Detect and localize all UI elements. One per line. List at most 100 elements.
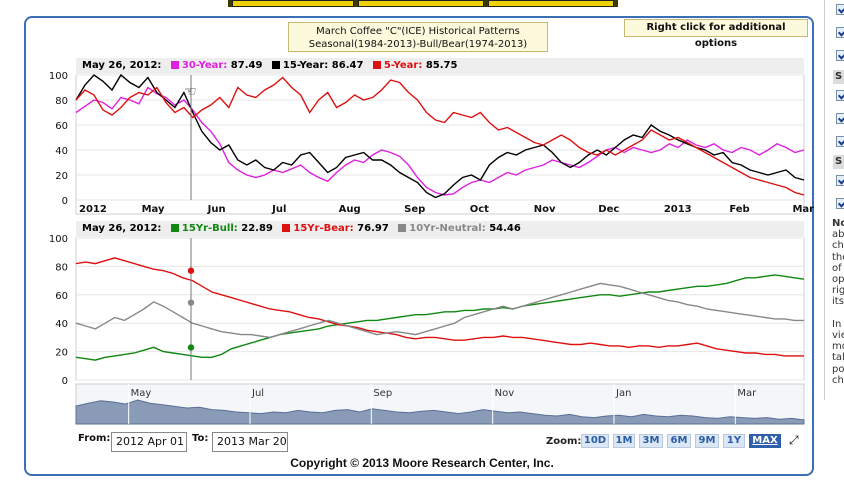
notes-line: of (832, 262, 842, 274)
zoom-button-10d[interactable]: 10D (581, 434, 609, 448)
zoom-button-max[interactable]: MAX (749, 434, 781, 448)
to-date-input[interactable]: 2013 Mar 20 (212, 432, 288, 452)
notes-line: vie (832, 330, 844, 342)
neutral-legend-value: 54.46 (489, 223, 521, 234)
option-checkbox[interactable] (836, 113, 844, 124)
notes-line: po (832, 363, 844, 375)
x-tick-label: Aug (339, 204, 361, 215)
series-line-10yr-neutral (75, 282, 804, 339)
copyright: Copyright © 2013 Moore Research Center, … (290, 456, 554, 470)
option-checkbox[interactable] (836, 50, 844, 61)
bull-legend-label: 15Yr-Bull: (181, 223, 238, 234)
navigator-label: Jan (615, 388, 631, 399)
from-label: From: (78, 433, 111, 444)
notes-line (832, 308, 844, 319)
series-line-30-year (75, 86, 805, 196)
section-header: S (833, 155, 844, 169)
x-tick-label: Sep (404, 204, 425, 215)
from-date-input[interactable]: 2012 Apr 01 (111, 432, 187, 452)
chart-title: March Coffee "C"(ICE) Historical Pattern… (288, 22, 548, 52)
bull-swatch (170, 224, 179, 232)
expand-icon[interactable]: ⤢ (789, 433, 799, 447)
right-click-hint[interactable]: Right click for additional options (624, 19, 808, 49)
x-tick-label: Mar (792, 204, 814, 215)
five-year-legend-label: 5-Year: (383, 60, 423, 71)
navigator-label: Sep (373, 388, 392, 399)
notes-line: the (832, 251, 844, 263)
seasonal-legend-date: May 26, 2012: (82, 60, 162, 71)
hand-cursor-icon: ☜ (184, 84, 197, 100)
bear-swatch (282, 224, 291, 232)
fifteen-year-legend-label: 15-Year: (282, 60, 329, 71)
toolbar-button-1[interactable] (232, 0, 354, 7)
zoom-label: Zoom: (546, 436, 582, 447)
neutral-swatch (398, 224, 407, 232)
series-line-15-year (75, 73, 805, 199)
y-tick-label: 0 (62, 196, 68, 207)
navigator-label: Mar (737, 388, 757, 399)
notes-line: rig (832, 285, 844, 297)
option-checkbox[interactable] (836, 90, 844, 101)
x-tick-label: Jun (207, 204, 226, 215)
y-tick-label: 100 (49, 234, 68, 245)
y-tick-label: 60 (55, 291, 68, 302)
x-tick-label: 2013 (664, 204, 692, 215)
y-tick-label: 20 (55, 348, 68, 359)
neutral-legend-label: 10Yr-Neutral: (409, 223, 486, 234)
bear-legend-label: 15Yr-Bear: (293, 223, 354, 234)
y-tick-label: 0 (62, 376, 68, 387)
navigator-label: Nov (495, 388, 515, 399)
five-year-legend-value: 85.75 (425, 60, 458, 71)
bear-legend-value: 76.97 (357, 223, 389, 234)
option-checkbox[interactable] (836, 27, 844, 38)
crosshair-marker (187, 267, 195, 274)
y-tick-label: 100 (49, 71, 68, 82)
navigator-label: May (131, 388, 152, 399)
fifteen-year-legend-value: 86.47 (331, 60, 364, 71)
series-line-15yr-bear (75, 257, 804, 357)
option-checkbox[interactable] (836, 136, 844, 147)
chart-title-line2: Seasonal(1984-2013)-Bull/Bear(1974-2013) (308, 39, 528, 50)
y-tick-label: 40 (55, 146, 68, 157)
zoom-button-3m[interactable]: 3M (639, 434, 663, 448)
bullbear-legend-date: May 26, 2012: (82, 223, 162, 234)
y-tick-label: 80 (55, 96, 68, 107)
y-tick-label: 20 (55, 171, 68, 182)
section-header: S (833, 70, 844, 84)
charts-svg[interactable]: 100 80 60 40 20 0 100 80 60 40 20 0 2012 May Jun Jul Aug… (0, 0, 844, 430)
notes-line: its (832, 296, 844, 308)
notes-line: In (832, 318, 842, 330)
navigator-series (75, 399, 805, 425)
x-tick-label: May (142, 204, 165, 215)
toolbar-button-2[interactable] (358, 0, 484, 7)
y-tick-label: 40 (55, 319, 68, 330)
zoom-button-6m[interactable]: 6M (667, 434, 691, 448)
navigator-label: Jul (251, 388, 264, 399)
x-tick-label: Jul (271, 204, 286, 215)
zoom-button-1m[interactable]: 1M (613, 434, 635, 448)
chart-title-line1: March Coffee "C"(ICE) Historical Pattern… (316, 26, 520, 37)
y-tick-label: 60 (55, 121, 68, 132)
seasonal-legend: May 26, 2012: 30-Year: 87.49 15-Year: 86… (76, 58, 804, 74)
zoom-button-1y[interactable]: 1Y (723, 434, 745, 448)
toolbar-button-3[interactable] (488, 0, 614, 7)
crosshair-marker (187, 299, 195, 306)
notes-line: op (832, 274, 844, 286)
bullbear-legend: May 26, 2012: 15Yr-Bull: 22.89 15Yr-Bear… (76, 221, 804, 237)
x-tick-label: Dec (598, 204, 619, 215)
notes-line: ab (832, 229, 844, 241)
x-tick-label: Feb (729, 204, 749, 215)
notes-line: tal (832, 352, 844, 364)
series-line-5-year (75, 76, 805, 196)
thirty-year-swatch (170, 61, 179, 69)
y-tick-label: 80 (55, 262, 68, 273)
option-checkbox[interactable] (836, 4, 844, 15)
option-checkbox[interactable] (836, 198, 844, 209)
thirty-year-legend-label: 30-Year: (181, 60, 228, 71)
option-checkbox[interactable] (836, 175, 844, 186)
to-label: To: (192, 433, 209, 444)
thirty-year-legend-value: 87.49 (230, 60, 263, 71)
plot-area-1 (75, 237, 805, 381)
zoom-button-9m[interactable]: 9M (695, 434, 719, 448)
